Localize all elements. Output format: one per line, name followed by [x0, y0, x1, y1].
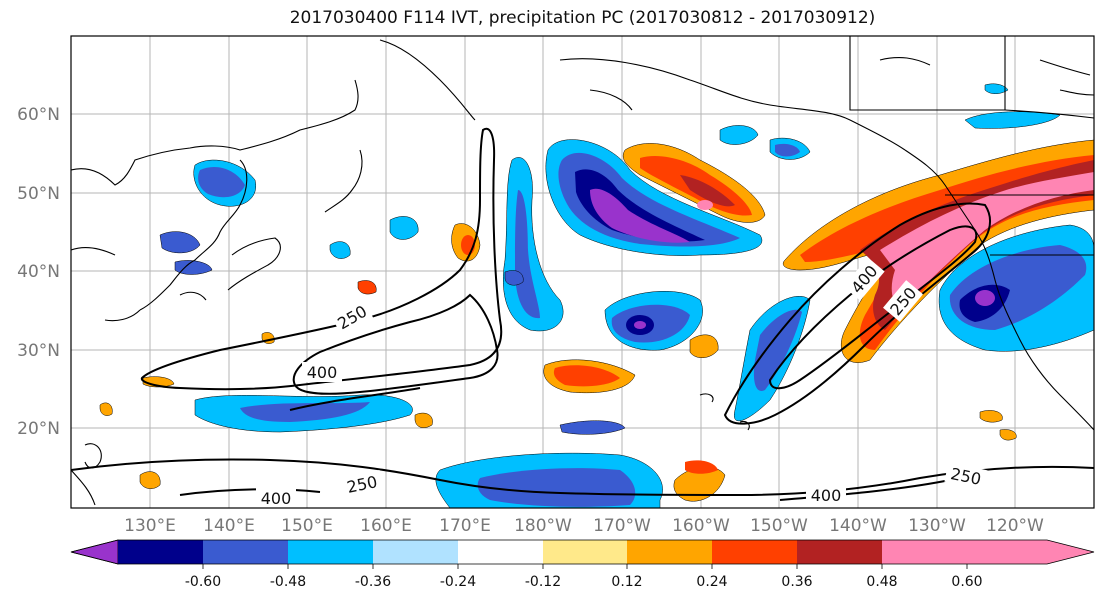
longitude-labels: 130°E 140°E 150°E 160°E 170°E 180°W 170°… [124, 516, 1044, 536]
colorbar-right-extension [967, 540, 1094, 564]
colorbar-tick-label: 0.48 [866, 574, 897, 590]
lon-label: 130°E [124, 516, 176, 536]
colorbar: -0.60 -0.48 -0.36 -0.24 -0.12 0.12 0.24 … [70, 539, 1095, 590]
colorbar-tick-label: 0.12 [611, 574, 642, 590]
lat-label: 50°N [17, 184, 60, 204]
map-frame [70, 35, 1095, 509]
lon-label: 140°W [829, 516, 887, 536]
colorbar-left-extension [70, 539, 119, 565]
colorbar-segment [458, 540, 543, 564]
colorbar-segment [543, 540, 627, 564]
colorbar-segment [627, 540, 712, 564]
colorbar-segment [712, 540, 797, 564]
colorbar-tick-label: 0.36 [781, 574, 812, 590]
lon-label: 150°E [281, 516, 333, 536]
colorbar-segment [203, 540, 288, 564]
colorbar-tick-label: -0.48 [270, 574, 306, 590]
lon-label: 170°E [439, 516, 491, 536]
lat-label: 40°N [17, 262, 60, 282]
colorbar-segment [373, 540, 458, 564]
colorbar-tick-label: -0.24 [440, 574, 476, 590]
colorbar-tick-label: -0.12 [525, 574, 561, 590]
contour-label: 400 [811, 486, 842, 505]
colorbar-tick-label: 0.24 [696, 574, 727, 590]
latitude-labels: 60°N 50°N 40°N 30°N 20°N [17, 105, 60, 439]
lon-label: 120°W [986, 516, 1044, 536]
lon-label: 180°W [514, 516, 572, 536]
contour-label: 400 [261, 489, 292, 508]
lat-label: 60°N [17, 105, 60, 125]
lon-label: 160°E [360, 516, 412, 536]
map-title: 2017030400 F114 IVT, precipitation PC (2… [289, 8, 876, 28]
colorbar-segment [118, 540, 203, 564]
contour-label: 400 [307, 363, 338, 382]
ivt-contours [71, 127, 1094, 501]
colorbar-tick-label: 0.60 [951, 574, 982, 590]
lon-label: 170°W [593, 516, 651, 536]
lon-label: 160°W [672, 516, 730, 536]
lat-label: 30°N [17, 341, 60, 361]
colorbar-segment [288, 540, 373, 564]
colorbar-tick-label: -0.36 [355, 574, 391, 590]
lon-label: 140°E [203, 516, 255, 536]
precipitation-shading [99, 83, 1094, 508]
colorbar-tick-label: -0.60 [185, 574, 221, 590]
lon-label: 150°W [750, 516, 808, 536]
lat-label: 20°N [17, 419, 60, 439]
colorbar-segment [882, 540, 967, 564]
lon-label: 130°W [908, 516, 966, 536]
colorbar-segment [797, 540, 882, 564]
